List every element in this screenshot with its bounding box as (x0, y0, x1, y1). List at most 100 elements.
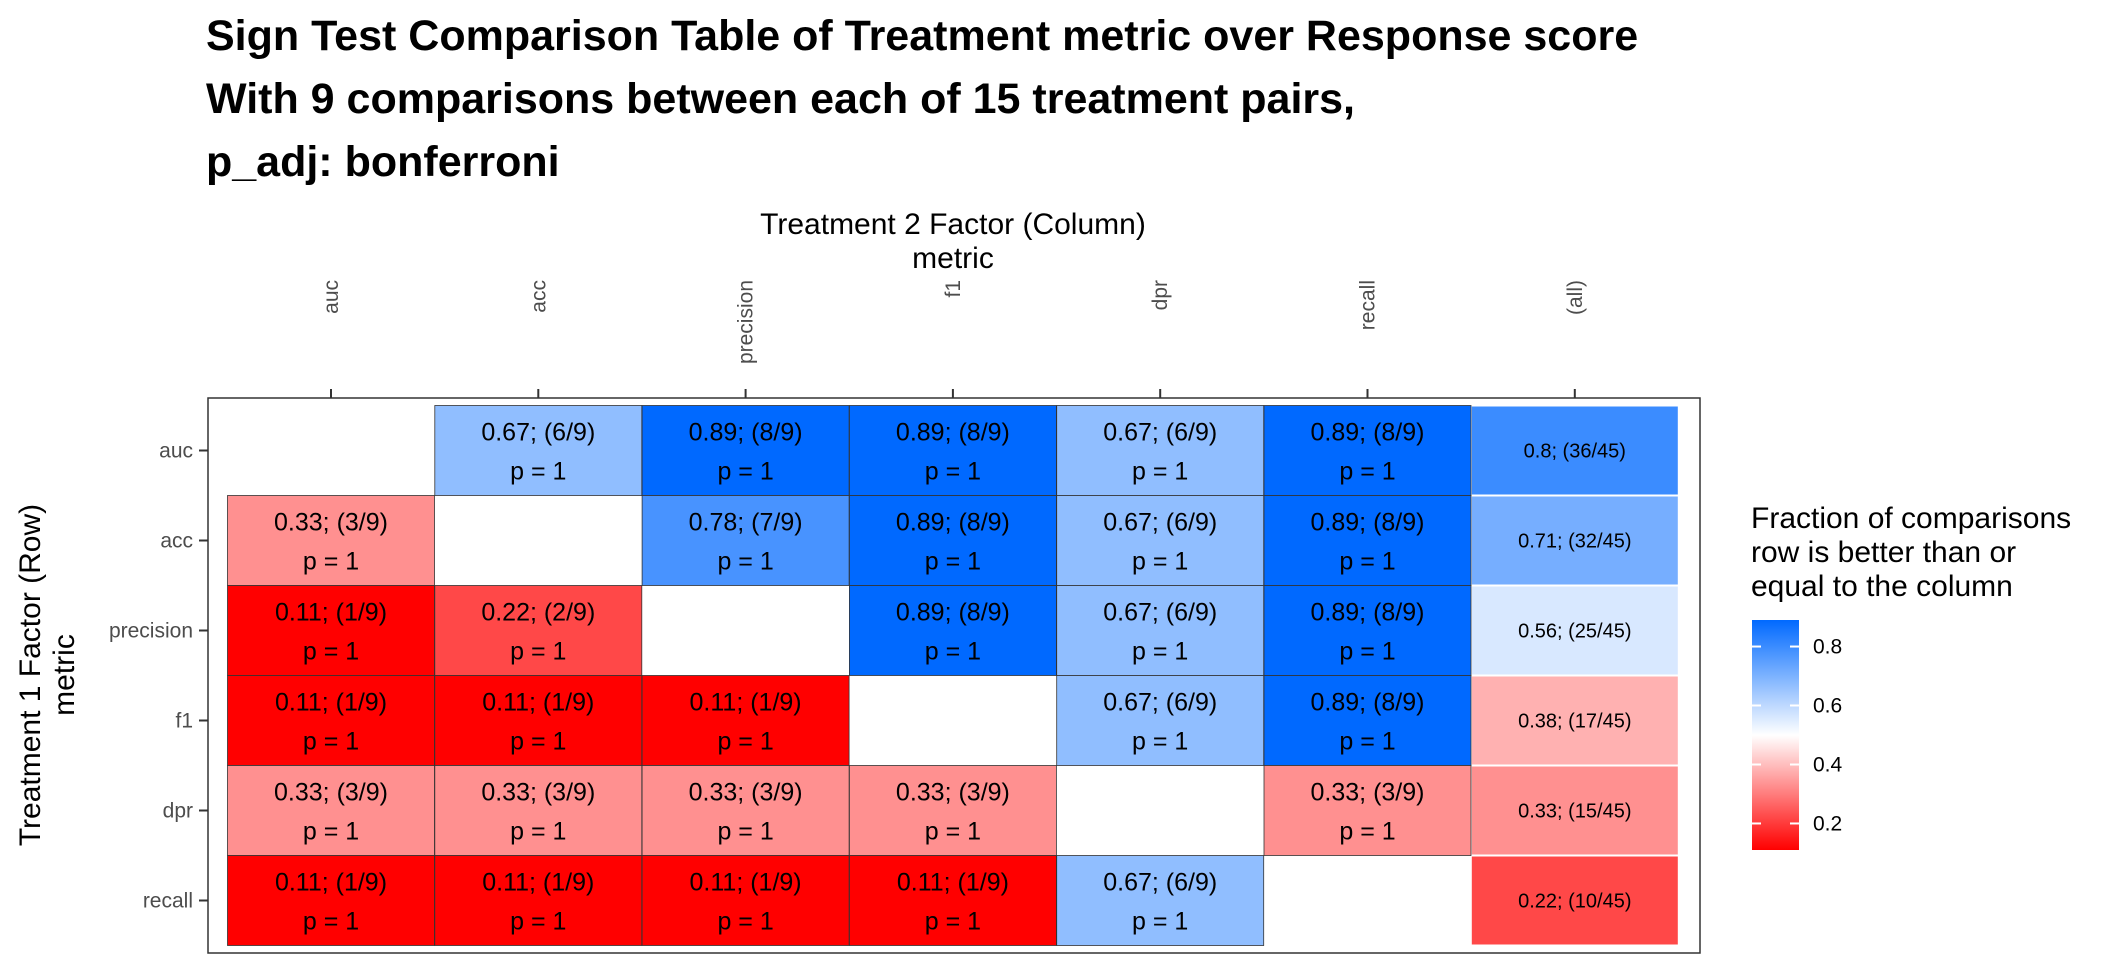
cell-label: 0.11; (1/9) (275, 689, 387, 717)
cell-recall-acc (434, 855, 643, 946)
x-tick-label: (all) (1564, 280, 1587, 315)
cell-label: 0.67; (6/9) (1103, 689, 1217, 717)
cell-p-value: p = 1 (1339, 548, 1395, 576)
legend-title: Fraction of comparisons (1751, 502, 2071, 535)
cell-label: 0.33; (3/9) (274, 509, 388, 537)
y-tick-label: acc (160, 530, 193, 553)
cell-acc-auc (227, 495, 435, 586)
cell-precision-dpr (1056, 585, 1265, 676)
cell-label: 0.22; (10/45) (1518, 891, 1631, 913)
cell-recall-dpr (1056, 855, 1265, 946)
cell-p-value: p = 1 (303, 908, 359, 936)
cell-p-value: p = 1 (1339, 458, 1395, 486)
cell-p-value: p = 1 (303, 728, 359, 756)
cell-p-value: p = 1 (1339, 818, 1395, 846)
cell-label: 0.67; (6/9) (1103, 419, 1217, 447)
cell-p-value: p = 1 (925, 908, 981, 936)
cell-label: 0.89; (8/9) (1311, 689, 1425, 717)
cell-f1-recall (1263, 675, 1472, 766)
cell-acc-all (1471, 496, 1678, 585)
cell-label: 0.11; (1/9) (482, 869, 594, 897)
cell-label: 0.89; (8/9) (1311, 599, 1425, 627)
cell-p-value: p = 1 (717, 818, 773, 846)
y-tick-label: recall (143, 890, 193, 913)
cell-p-value: p = 1 (925, 818, 981, 846)
x-tick-label: f1 (942, 280, 965, 298)
cell-p-value: p = 1 (1132, 728, 1188, 756)
cell-label: 0.8; (36/45) (1524, 441, 1626, 463)
cell-precision-acc (434, 585, 643, 676)
y-tick-label: auc (159, 440, 193, 463)
cell-f1-auc (227, 675, 435, 766)
cell-label: 0.89; (8/9) (1311, 419, 1425, 447)
x-tick-label: precision (735, 280, 758, 364)
cell-label: 0.11; (1/9) (275, 599, 387, 627)
chart-title-line-1: Sign Test Comparison Table of Treatment … (206, 12, 1639, 60)
cell-label: 0.89; (8/9) (896, 419, 1010, 447)
cell-label: 0.56; (25/45) (1518, 621, 1631, 643)
y-axis-title: Treatment 1 Factor (Row) (14, 504, 47, 846)
x-tick-label: auc (320, 280, 343, 314)
cell-label: 0.22; (2/9) (481, 599, 595, 627)
cell-label: 0.11; (1/9) (275, 869, 387, 897)
cell-label: 0.11; (1/9) (690, 869, 802, 897)
cell-precision-f1 (849, 585, 1057, 676)
cell-p-value: p = 1 (303, 818, 359, 846)
cell-f1-all (1471, 676, 1678, 765)
cell-label: 0.11; (1/9) (690, 689, 802, 717)
legend-colorbar (1752, 620, 1799, 850)
cell-dpr-recall (1263, 765, 1472, 856)
cell-p-value: p = 1 (510, 638, 566, 666)
cell-precision-recall (1263, 585, 1472, 676)
cell-dpr-auc (227, 765, 435, 856)
cell-label: 0.89; (8/9) (1311, 509, 1425, 537)
cell-recall-f1 (849, 855, 1057, 946)
cell-f1-precision (641, 675, 850, 766)
cell-label: 0.67; (6/9) (481, 419, 595, 447)
cell-p-value: p = 1 (510, 818, 566, 846)
cell-label: 0.11; (1/9) (482, 689, 594, 717)
cell-p-value: p = 1 (925, 458, 981, 486)
cell-p-value: p = 1 (1132, 458, 1188, 486)
cell-label: 0.33; (3/9) (481, 779, 595, 807)
cell-label: 0.89; (8/9) (896, 509, 1010, 537)
cell-label: 0.67; (6/9) (1103, 509, 1217, 537)
cell-p-value: p = 1 (717, 908, 773, 936)
cell-p-value: p = 1 (303, 638, 359, 666)
cell-p-value: p = 1 (510, 908, 566, 936)
legend-title: equal to the column (1751, 570, 2013, 603)
cell-recall-auc (227, 855, 435, 946)
legend-tick-label: 0.6 (1813, 695, 1842, 718)
chart-title-line-3: p_adj: bonferroni (206, 138, 560, 186)
cell-recall-all (1471, 856, 1678, 945)
cell-label: 0.89; (8/9) (896, 599, 1010, 627)
legend-tick-label: 0.8 (1813, 636, 1842, 659)
x-axis-title: Treatment 2 Factor (Column) (760, 208, 1146, 241)
cell-dpr-all (1471, 766, 1678, 855)
cell-recall-precision (641, 855, 850, 946)
legend-tick-label: 0.4 (1813, 753, 1843, 776)
legend-title: row is better than or (1751, 536, 2016, 569)
y-axis-title-2: metric (48, 634, 81, 716)
x-tick-label: acc (527, 280, 550, 313)
cell-dpr-acc (434, 765, 643, 856)
cell-precision-all (1471, 586, 1678, 675)
cell-p-value: p = 1 (1132, 548, 1188, 576)
x-tick-label: dpr (1149, 280, 1172, 310)
x-axis-title-2: metric (912, 242, 994, 275)
cell-p-value: p = 1 (717, 548, 773, 576)
cell-p-value: p = 1 (717, 728, 773, 756)
cell-p-value: p = 1 (1339, 728, 1395, 756)
y-tick-label: dpr (163, 800, 193, 823)
x-tick-label: recall (1357, 280, 1380, 330)
cell-p-value: p = 1 (303, 548, 359, 576)
cell-acc-precision (641, 495, 850, 586)
cell-label: 0.89; (8/9) (689, 419, 803, 447)
cell-auc-recall (1263, 405, 1472, 496)
cell-auc-acc (434, 405, 643, 496)
cell-f1-dpr (1056, 675, 1265, 766)
cell-label: 0.33; (15/45) (1518, 801, 1631, 823)
cell-p-value: p = 1 (1132, 908, 1188, 936)
cell-p-value: p = 1 (510, 458, 566, 486)
